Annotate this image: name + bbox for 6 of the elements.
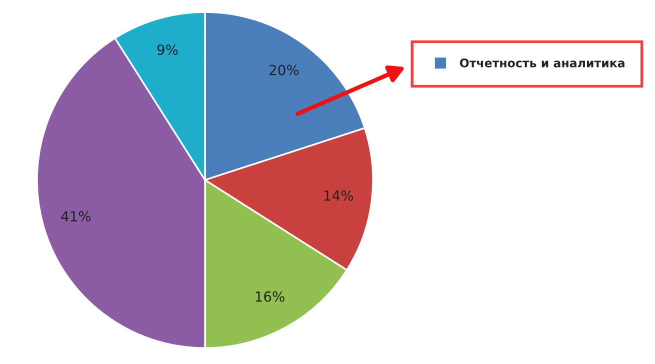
data-label: 9%	[157, 44, 178, 55]
data-label: 20%	[270, 64, 299, 76]
legend-label: Отчетность и аналитика	[460, 58, 624, 68]
data-label: 14%	[324, 190, 354, 201]
data-label: 41%	[61, 211, 91, 222]
data-label: 16%	[256, 291, 284, 302]
